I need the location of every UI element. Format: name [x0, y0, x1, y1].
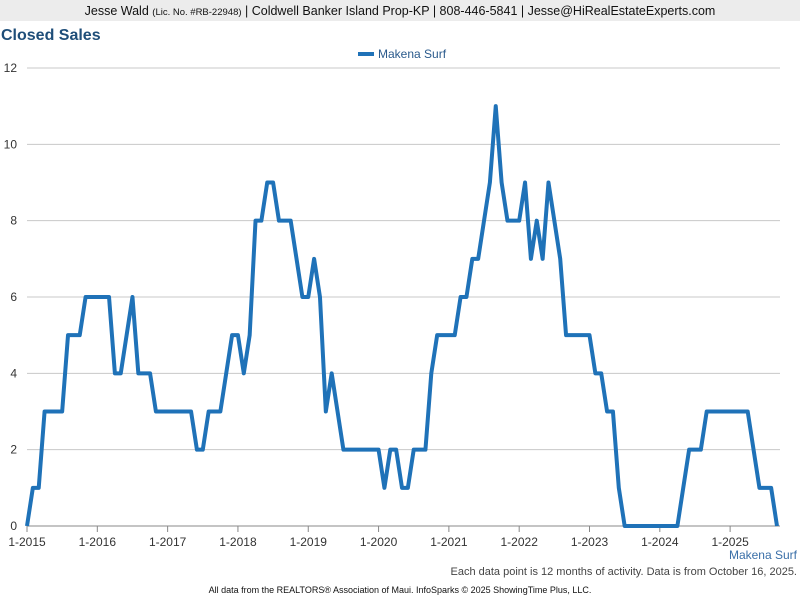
agent-details: | Coldwell Banker Island Prop-KP | 808-4…: [245, 4, 716, 18]
x-tick-label: 1-2021: [430, 535, 468, 549]
y-tick-label: 4: [10, 366, 17, 380]
footer: All data from the REALTORS® Association …: [209, 585, 592, 595]
x-tick-label: 1-2022: [501, 535, 539, 549]
y-tick-label: 0: [10, 519, 17, 533]
x-tick-label: 1-2019: [290, 535, 328, 549]
x-tick-label: 1-2024: [641, 535, 679, 549]
note: Each data point is 12 months of activity…: [451, 566, 797, 578]
x-tick-label: 1-2025: [711, 535, 749, 549]
x-tick-label: 1-2015: [8, 535, 46, 549]
header: Jesse Wald (Lic. No. #RB-22948) | Coldwe…: [0, 0, 800, 21]
series-line: [25, 104, 779, 528]
x-tick-label: 1-2018: [219, 535, 257, 549]
chart-title: Closed Sales: [1, 27, 101, 44]
x-axis-label: Makena Surf: [729, 548, 798, 562]
license: (Lic. No. #RB-22948): [152, 7, 242, 18]
agent-name: Jesse Wald: [84, 4, 149, 18]
x-tick-label: 1-2017: [149, 535, 187, 549]
y-tick-label: 2: [10, 443, 17, 457]
y-tick-label: 10: [4, 137, 18, 151]
y-tick-label: 12: [4, 61, 18, 75]
x-tick-label: 1-2023: [571, 535, 609, 549]
x-tick-label: 1-2016: [79, 535, 117, 549]
y-tick-label: 6: [10, 290, 17, 304]
x-tick-label: 1-2020: [360, 535, 398, 549]
y-tick-label: 8: [10, 214, 17, 228]
legend-label: Makena Surf: [378, 47, 447, 61]
